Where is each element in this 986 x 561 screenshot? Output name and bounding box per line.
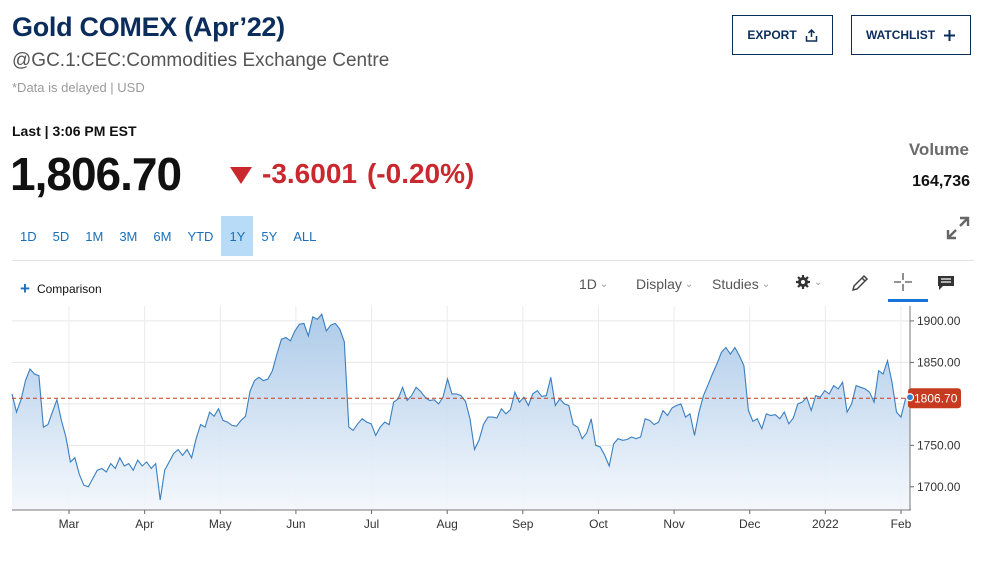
x-tick-label: Dec [739,517,760,531]
plus-icon [944,29,956,41]
settings-dropdown[interactable]: ⌄ [795,274,822,290]
range-tab-1y[interactable]: 1Y [221,216,254,256]
x-tick-label: Sep [512,517,534,531]
active-tool-indicator [888,299,928,302]
gear-icon [796,275,810,289]
last-data-point [905,393,915,402]
display-label: Display [636,276,682,292]
y-tick-label: 1700.00 [917,480,961,494]
last-trade-time: Last | 3:06 PM EST [12,123,137,139]
last-price-tag [908,388,961,409]
x-tick-label: Oct [589,517,608,531]
range-tab-1d[interactable]: 1D [20,228,37,244]
studies-label: Studies [712,276,759,292]
chevron-down-icon: ⌄ [599,278,609,290]
change-value: -3.6001 [262,158,357,189]
range-tab-all[interactable]: ALL [293,228,317,244]
x-tick-label: Aug [437,517,458,531]
x-tick-label: May [209,517,232,531]
chevron-down-icon: ⌄ [761,278,771,290]
volume-value: 164,736 [912,173,970,190]
last-price: 1,806.70 [10,148,182,200]
header-divider [12,260,974,261]
pencil-icon[interactable] [850,273,870,293]
page-title: Gold COMEX (Apr’22) [12,12,285,42]
comparison-button[interactable]: + Comparison [20,279,102,299]
x-tick-label: Nov [663,517,684,531]
x-tick-label: Jun [286,517,305,531]
interval-label: 1D [579,276,597,292]
last-price-tag-label: 1806.70 [914,391,958,405]
x-tick-label: Mar [59,517,80,531]
x-tick-label: 2022 [812,517,839,531]
delay-note: *Data is delayed | USD [12,80,145,95]
interval-dropdown[interactable]: 1D ⌄ [579,276,608,292]
range-tab-3m[interactable]: 3M [119,228,138,244]
expand-icon[interactable] [944,214,972,242]
range-tab-5y[interactable]: 5Y [261,228,278,244]
range-tab-1m[interactable]: 1M [85,228,104,244]
y-tick-label: 1850.00 [917,355,961,369]
price-area [12,314,910,510]
price-line [11,313,911,501]
comment-icon[interactable] [937,275,955,291]
y-tick-label: 1750.00 [917,438,961,452]
display-dropdown[interactable]: Display ⌄ [636,276,693,292]
time-range-tabs: 1D 5D 1M 3M 6M YTD 1Y 5Y ALL [12,216,324,256]
symbol-subtitle: @GC.1:CEC:Commodities Exchange Centre [12,50,390,71]
comparison-label: Comparison [36,282,102,296]
y-tick-label: 1900.00 [917,314,961,328]
studies-dropdown[interactable]: Studies ⌄ [712,276,770,292]
change-percent: (-0.20%) [366,158,475,189]
watchlist-button[interactable]: WATCHLIST [851,15,971,55]
volume-label: Volume [908,140,969,159]
chevron-down-icon: ⌄ [814,276,823,288]
add-icon: + [20,279,30,298]
price-change: -3.6001 (-0.20%) [230,158,474,190]
down-arrow-icon [230,166,252,184]
watchlist-label: WATCHLIST [865,28,936,42]
x-tick-label: Jul [364,517,379,531]
x-tick-label: Feb [891,517,912,531]
range-tab-5d[interactable]: 5D [52,228,70,244]
range-tab-6m[interactable]: 6M [153,228,172,244]
range-tab-ytd[interactable]: YTD [187,228,214,244]
share-icon [805,28,817,42]
chevron-down-icon: ⌄ [684,278,694,290]
export-label: EXPORT [747,28,797,42]
export-button[interactable]: EXPORT [732,15,833,55]
x-tick-label: Apr [135,517,154,531]
crosshair-icon[interactable] [893,272,913,292]
